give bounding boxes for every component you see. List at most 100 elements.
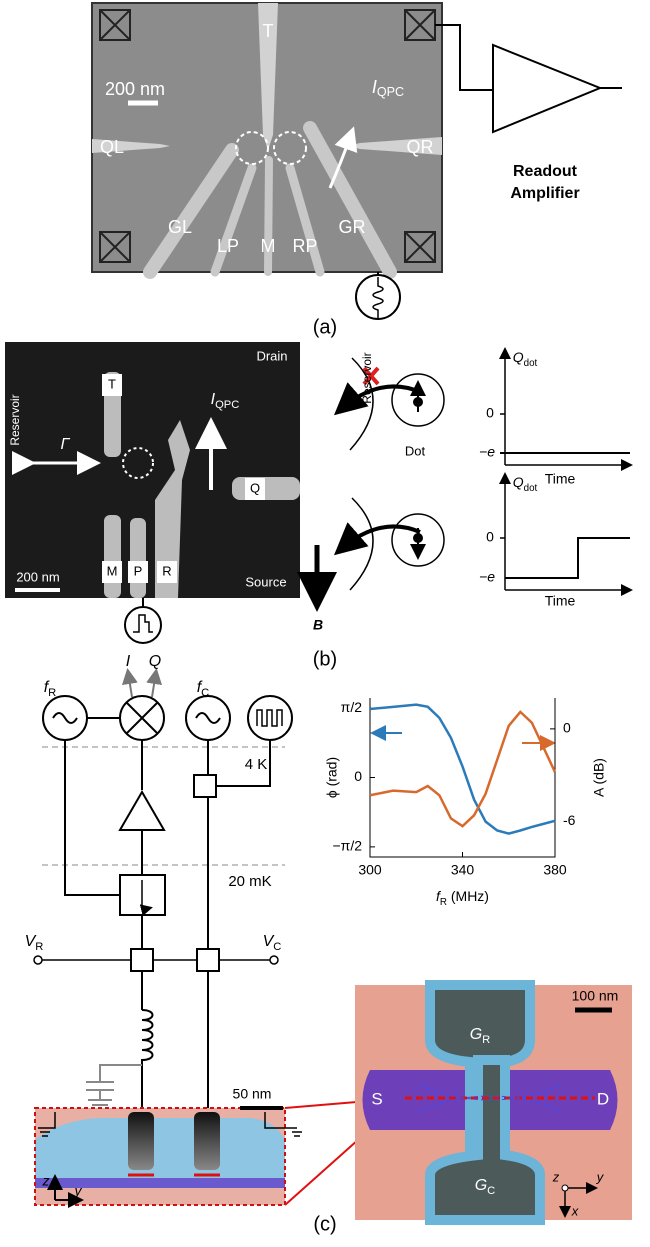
dot-label: Dot	[405, 443, 426, 458]
wire	[435, 24, 493, 91]
x-tick-label: 300	[358, 862, 382, 878]
pulse-symbol	[256, 709, 283, 727]
axis-origin	[561, 1184, 569, 1192]
pulse-source	[355, 274, 401, 320]
mixer-symbol	[126, 702, 158, 734]
stage-label: 20 mK	[228, 873, 271, 890]
amplifier	[118, 790, 166, 831]
scale-label: 200 nm	[16, 569, 59, 584]
y-tick-label: −π/2	[332, 838, 362, 854]
dot-outline	[235, 131, 269, 165]
current-label: IQPC	[211, 391, 240, 411]
tick-label: −e	[479, 444, 495, 460]
gate	[155, 420, 190, 598]
amplifier-label: Readout	[513, 163, 578, 180]
output-label: I	[126, 653, 131, 670]
plot-frame	[369, 698, 556, 858]
scale-label: 100 nm	[572, 988, 619, 1004]
gate-label: QR	[407, 137, 434, 157]
wire	[216, 740, 271, 787]
label-sub: R	[440, 897, 447, 908]
axis-name: y	[74, 1183, 83, 1199]
label-main: G	[475, 1177, 487, 1194]
pulse-symbol	[133, 614, 153, 633]
label-sub: R	[482, 1034, 490, 1046]
rate-label: Γ	[60, 436, 70, 453]
contacts	[99, 9, 436, 263]
axis-name: z	[42, 1173, 50, 1189]
dot-outline	[273, 131, 307, 165]
label-sub: R	[35, 941, 43, 953]
label-main: f	[436, 888, 442, 904]
axis-label: Time	[545, 593, 576, 609]
gate-label: Q	[250, 480, 260, 495]
label-main: I	[372, 77, 377, 97]
label-sub: R	[48, 687, 56, 699]
field-label: B	[313, 617, 323, 633]
sem-device	[355, 980, 632, 1225]
inductor	[141, 1009, 154, 1130]
gate-voltage-label: VC	[263, 933, 282, 953]
gate-tag	[245, 478, 265, 500]
data-line	[369, 710, 557, 828]
scale-label: 200 nm	[105, 79, 165, 99]
chart-decor	[370, 725, 556, 751]
label-main: V	[263, 933, 275, 950]
y-tick-label: 0	[354, 768, 362, 784]
electron	[413, 533, 423, 543]
oxide	[35, 1118, 285, 1178]
stage-label: 4 K	[245, 756, 268, 773]
label-main: I	[211, 391, 216, 408]
scale-label: 50 nm	[233, 1086, 272, 1102]
label-unit: (MHz)	[447, 888, 489, 904]
panel-b	[5, 342, 633, 644]
inset-border	[34, 1107, 286, 1206]
pulse-source	[247, 695, 293, 741]
ground	[264, 1112, 302, 1137]
gate-label: QL	[100, 137, 124, 157]
current-label: IQPC	[372, 77, 404, 100]
label-sub: C	[201, 687, 209, 699]
bias-tee	[196, 948, 220, 972]
tunnel-arrow	[333, 522, 421, 556]
gate	[104, 515, 121, 598]
axis-label: Qdot	[513, 349, 538, 369]
label-sub: C	[273, 941, 281, 953]
reservoir-label: Reservoir	[360, 352, 374, 403]
schematic-plots	[499, 347, 633, 596]
gate-tag	[157, 561, 177, 583]
reservoir-label: Reservoir	[8, 394, 22, 445]
label-main: G	[470, 1026, 482, 1043]
sine-symbol	[372, 277, 384, 318]
gate-label: RP	[292, 236, 317, 256]
amplifier	[492, 43, 603, 134]
gate-label: T	[108, 376, 116, 391]
sem-image	[5, 342, 300, 598]
gate-voltage-label: VR	[25, 933, 44, 953]
terminal	[33, 955, 43, 965]
label-sub: QPC	[215, 399, 239, 411]
terminal	[269, 955, 279, 965]
gate-label: M	[107, 563, 118, 578]
wire	[64, 740, 120, 896]
gate-tag	[102, 374, 122, 396]
channel	[35, 1178, 285, 1188]
label-sub: dot	[524, 483, 538, 494]
capacitor	[86, 1064, 142, 1111]
gate-tag	[102, 561, 122, 583]
label-sub: QPC	[377, 85, 404, 99]
gate	[128, 1112, 154, 1170]
y2-axis-label: A (dB)	[591, 758, 607, 797]
gate-tag	[128, 561, 148, 583]
gate-label: T	[263, 21, 274, 41]
bias-tee	[193, 774, 217, 798]
gate-label: GC	[475, 1177, 496, 1197]
axis-label: Qdot	[513, 474, 538, 494]
output-arrow	[121, 668, 138, 698]
label-main: V	[25, 933, 37, 950]
gate	[92, 139, 170, 153]
drain-label: Drain	[256, 348, 287, 363]
y-axis-label: ϕ (rad)	[324, 757, 340, 798]
